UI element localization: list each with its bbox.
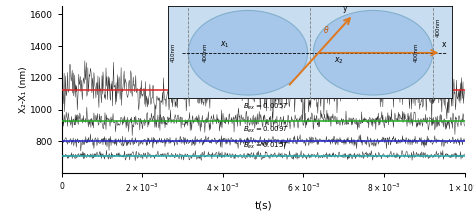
Y-axis label: X₂-X₁ (nm): X₂-X₁ (nm) <box>19 66 28 113</box>
Text: 400nm: 400nm <box>413 43 418 62</box>
Ellipse shape <box>188 11 308 95</box>
Text: $B_{ex}=0.009T$: $B_{ex}=0.009T$ <box>243 125 289 135</box>
Text: x: x <box>442 39 447 49</box>
Text: $x_1$: $x_1$ <box>220 39 230 50</box>
FancyBboxPatch shape <box>168 6 453 99</box>
Text: $B_{ex}=0.005T$: $B_{ex}=0.005T$ <box>243 102 289 112</box>
Text: 400nm: 400nm <box>203 43 208 62</box>
Text: $\theta$: $\theta$ <box>323 24 329 35</box>
Text: $B_{ex}=0T$: $B_{ex}=0T$ <box>243 60 273 70</box>
Text: y: y <box>342 4 347 14</box>
Text: 410nm: 410nm <box>171 43 176 62</box>
Text: $B_{ex}=0.015T$: $B_{ex}=0.015T$ <box>243 140 289 150</box>
Text: 400nm: 400nm <box>436 17 441 37</box>
Ellipse shape <box>313 11 433 95</box>
Text: $x_2$: $x_2$ <box>334 55 344 66</box>
X-axis label: t(s): t(s) <box>254 200 272 210</box>
